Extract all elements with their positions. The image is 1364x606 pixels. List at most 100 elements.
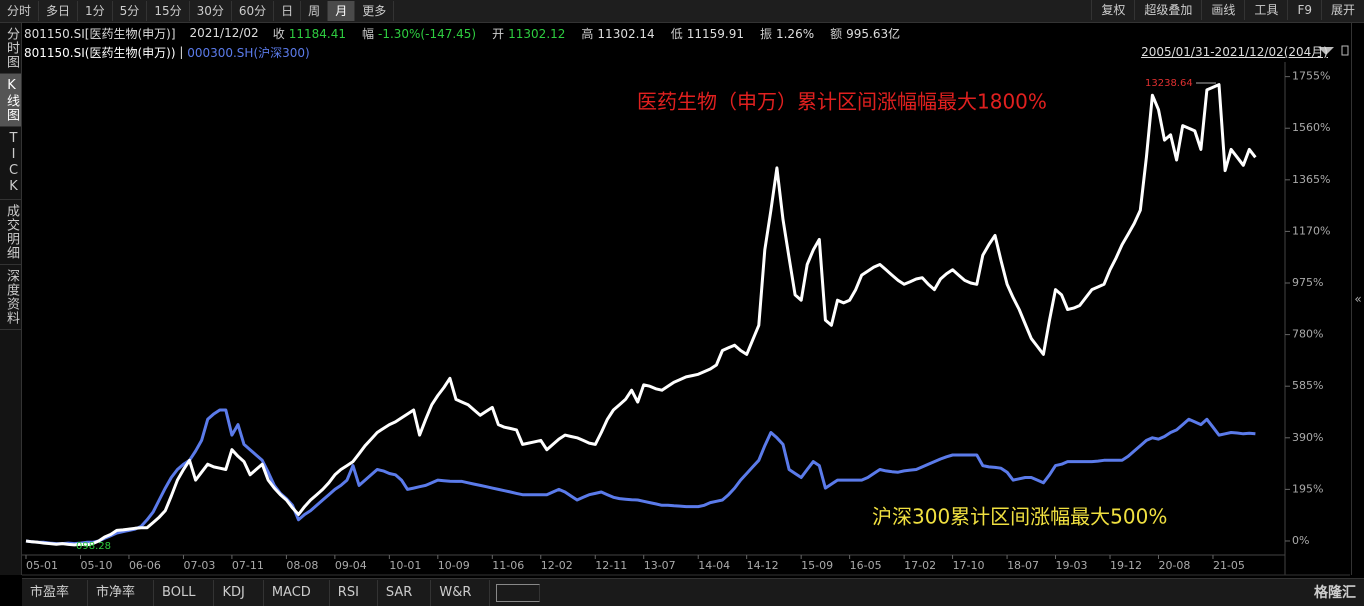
x-tick-label: 19-12 (1110, 559, 1142, 572)
x-tick-label: 07-11 (232, 559, 264, 572)
series-line (25, 83, 1257, 547)
x-tick-label: 18-07 (1007, 559, 1039, 572)
info-value: 11159.91 (686, 26, 744, 41)
info-field: 振 1.26% (760, 25, 826, 42)
period-tabs: 分时 多日 1分 5分 15分 30分 60分日周月更多 (0, 1, 395, 21)
tool-tab[interactable]: 复权 (1091, 0, 1134, 20)
x-tick-label: 14-12 (747, 559, 779, 572)
info-label: 高 (581, 26, 594, 41)
period-tab[interactable]: 60分 (232, 1, 275, 21)
x-tick-label: 05-01 (26, 559, 58, 572)
period-tab[interactable]: 15分 (147, 1, 190, 21)
period-tab[interactable]: 多日 (39, 1, 79, 21)
indicator-tab[interactable]: MACD (264, 579, 330, 606)
indicator-tab[interactable]: SAR (378, 579, 432, 606)
x-tick-label: 11-06 (492, 559, 524, 572)
info-label: 额 (830, 26, 843, 41)
tool-tab[interactable]: 展开 (1320, 0, 1364, 20)
indicator-tabs: 市盈率 市净率 BOLL KDJ MACD RSI SAR W&R (22, 578, 1364, 606)
x-tick-label: 21-05 (1213, 559, 1245, 572)
side-tab[interactable]: 成交明细 (0, 200, 21, 265)
annotation: 沪深300累计区间涨幅最大500% (872, 505, 1167, 529)
y-tick-label: 1170% (1292, 224, 1330, 237)
legend-separator: | (175, 45, 188, 59)
info-label: 振 (759, 26, 772, 41)
tool-tab[interactable]: F9 (1287, 0, 1321, 20)
logo: 格隆汇 (1314, 585, 1356, 601)
info-value: 11184.41 (288, 26, 346, 41)
peak-label: 13238.64 (1145, 78, 1193, 89)
annotation: 医药生物（申万）累计区间涨幅幅最大1800% (637, 90, 1047, 114)
period-tab[interactable]: 分时 (0, 1, 40, 21)
y-tick-label: 0% (1292, 534, 1309, 547)
dropdown-icon[interactable] (1318, 47, 1334, 55)
x-tick-label: 13-07 (644, 559, 676, 572)
info-value: 995.63亿 (846, 26, 901, 41)
add-tab[interactable] (496, 583, 541, 602)
info-field: 低 11159.91 (671, 25, 756, 42)
info-field: 高 11302.14 (581, 25, 666, 42)
x-tick-label: 16-05 (850, 559, 882, 572)
indicator-tab[interactable]: BOLL (154, 579, 215, 606)
period-tab[interactable]: 30分 (190, 1, 232, 21)
tool-tab[interactable]: 超级叠加 (1134, 0, 1201, 20)
x-tick-label: 19-03 (1056, 559, 1088, 572)
x-tick-label: 05-10 (81, 559, 113, 572)
x-tick-label: 12-11 (595, 559, 627, 572)
x-tick-label: 10-01 (389, 559, 421, 572)
date-range[interactable]: 2005/01/31-2021/12/02(204月) (1141, 45, 1328, 59)
info-field: 额 995.63亿 (830, 25, 912, 42)
indicator-tab[interactable]: KDJ (214, 579, 264, 606)
info-field: 收 11184.41 (273, 25, 358, 42)
date: 2021/12/02 (189, 26, 259, 40)
collapse-strip[interactable]: « (1351, 23, 1364, 575)
period-tab[interactable]: 更多 (355, 1, 395, 21)
info-row: 801150.SI[医药生物(申万)] 2021/12/02 收 11184.41 幅 -… (24, 23, 916, 43)
x-tick-label: 15-09 (801, 559, 833, 572)
toolbar: 分时 多日 1分 5分 15分 30分 60分日周月更多 复权 超级叠加 画线 工具 F9 展开 (0, 0, 1364, 23)
info-label: 低 (670, 26, 683, 41)
info-label: 开 (492, 26, 505, 41)
y-tick-label: 1365% (1292, 173, 1330, 186)
lock-icon[interactable] (1341, 45, 1349, 56)
sidebar: 分时图 K线图 TICK 成交明细 深度资料 (0, 23, 22, 575)
info-value: 11302.12 (508, 26, 566, 41)
x-tick-label: 12-02 (541, 559, 573, 572)
y-tick-label: 975% (1292, 276, 1323, 289)
code: 801150.SI[医药生物(申万)] (24, 26, 176, 41)
y-tick-label: 195% (1292, 482, 1323, 495)
y-tick-label: 1560% (1292, 121, 1330, 134)
indicator-tab[interactable]: RSI (330, 579, 378, 606)
info-value: 11302.14 (597, 26, 655, 41)
period-tab[interactable]: 1分 (78, 1, 113, 21)
y-tick-label: 780% (1292, 328, 1323, 341)
x-tick-label: 20-08 (1158, 559, 1190, 572)
x-tick-label: 10-09 (438, 559, 470, 572)
side-tab[interactable]: 分时图 (0, 23, 21, 74)
x-tick-label: 07-03 (183, 559, 215, 572)
side-tab[interactable]: K线图 (0, 74, 21, 127)
period-tab[interactable]: 周 (301, 1, 329, 21)
side-tab[interactable]: TICK (0, 127, 21, 200)
y-tick-label: 390% (1292, 431, 1323, 444)
period-tab[interactable]: 日 (274, 1, 302, 21)
info-field: 开 11302.12 (492, 25, 577, 42)
legend-entry[interactable]: 000300.SH(沪深300) (187, 45, 310, 60)
x-tick-label: 08-08 (286, 559, 318, 572)
info-field: 幅 -1.30%(-147.45) (362, 25, 488, 42)
period-tab[interactable]: 月 (328, 1, 356, 21)
info-label: 幅 (361, 26, 374, 41)
legend-entry[interactable]: 801150.SI(医药生物(申万)) (24, 45, 176, 60)
indicator-tab[interactable]: W&R (431, 579, 491, 606)
x-tick-label: 17-02 (904, 559, 936, 572)
x-tick-label: 14-04 (698, 559, 730, 572)
indicator-tab[interactable]: 市净率 (88, 579, 155, 606)
low-label: 098.28 (76, 541, 111, 552)
tool-tab[interactable]: 画线 (1201, 0, 1244, 20)
indicator-tab[interactable]: 市盈率 (22, 579, 89, 606)
period-tab[interactable]: 5分 (113, 1, 148, 21)
side-tab[interactable]: 深度资料 (0, 265, 21, 330)
tool-tab[interactable]: 工具 (1244, 0, 1287, 20)
